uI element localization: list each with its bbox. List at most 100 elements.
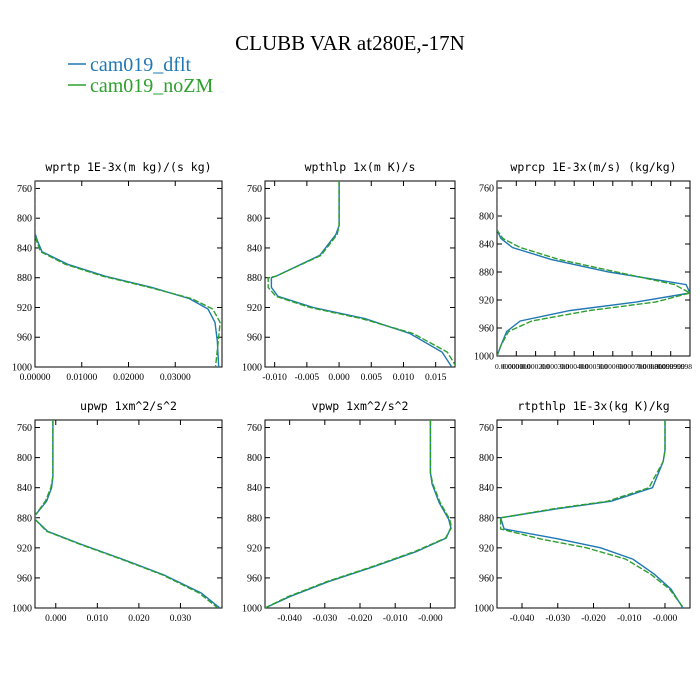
y-tick-label: 920 [17,543,32,554]
x-tick-label: -0.040 [510,614,535,624]
x-tick-label: -0.020 [348,614,373,624]
x-tick-label: 0.000300 [541,362,569,371]
y-tick-label: 960 [479,573,494,584]
y-tick-label: 880 [247,273,262,284]
y-tick-label: 840 [17,243,32,254]
y-tick-label: 840 [479,240,494,251]
y-tick-label: 920 [247,543,262,554]
series-line-cam019_dflt [265,420,452,608]
y-tick-label: 1000 [474,604,494,615]
x-tick-label: 0.000600 [599,362,627,371]
x-tick-label: -0.000 [418,614,443,624]
y-tick-label: 840 [247,243,262,254]
x-tick-label: 0.0009999998 [649,362,692,371]
legend: cam019_dflt cam019_noZM [68,54,214,97]
series-line-cam019_noZM [267,181,455,367]
y-tick-label: 1000 [12,363,32,374]
x-tick-label: 0.01000 [66,373,97,383]
y-tick-label: 760 [479,423,494,434]
y-tick-label: 880 [479,268,494,279]
x-tick-label: 0.030 [170,614,192,624]
x-tick-label: -0.010 [617,614,642,624]
y-tick-label: 760 [17,184,32,195]
plot-frame [34,180,223,368]
panel-3: wprcp 1E-3x(m/s) (kg/kg) 760 800 840 880 920 9… [474,160,692,371]
series-line-cam019_dflt [35,420,221,608]
series-line-cam019_noZM [35,181,221,367]
y-tick-label: 800 [17,214,32,225]
y-tick-label: 760 [247,184,262,195]
panel-4: upwp 1xm^2/s^2 760 800 840 880 920 960 1000 0.00… [12,399,223,624]
plot-frame [264,419,456,609]
x-tick-label: 0.000400 [560,362,588,371]
series-line-cam019_dflt [499,420,684,608]
legend-label-nozm: cam019_noZM [90,75,214,97]
x-tick-label: 0.005 [361,373,383,383]
y-tick-label: 800 [247,453,262,464]
x-tick-label: 0.015 [425,373,447,383]
legend-label-dflt: cam019_dflt [90,54,192,76]
series-line-cam019_noZM [265,420,453,608]
panel-2: wpthlp 1x(m K)/s7608008408809209601000-0… [242,160,456,383]
series-line-cam019_dflt [270,181,453,367]
x-tick-label: -0.010 [262,373,287,383]
x-tick-label: 0.000000 [495,362,523,371]
y-tick-label: 920 [479,543,494,554]
x-tick-label: -0.030 [313,614,338,624]
x-tick-label: 0.000800 [637,362,665,371]
y-tick-label: 960 [17,333,32,344]
x-tick-label: 0.020 [128,614,150,624]
series-line-cam019_dflt [35,181,220,367]
panel-title: vpwp 1xm^2/s^2 [312,399,409,413]
y-tick-label: 920 [247,303,262,314]
y-tick-label: 880 [479,513,494,524]
y-tick-label: 1000 [12,604,32,615]
y-tick-label: 840 [247,483,262,494]
y-tick-label: 760 [479,184,494,195]
x-tick-label: 0.000700 [618,362,646,371]
x-tick-label: 0.010 [393,373,415,383]
panel-5: vpwp 1xm^2/s^2 760 800 840 880 920 960 1000 -0.0… [242,399,456,624]
x-tick-label: 0.00000 [20,373,51,383]
plot-frame [264,180,456,368]
x-tick-label: 0.03000 [160,373,191,383]
y-tick-label: 960 [247,333,262,344]
x-tick-label: -0.020 [581,614,606,624]
figure-title: CLUBB VAR at280E,-17N [235,31,465,55]
y-tick-label: 760 [17,423,32,434]
x-tick-label: -0.040 [277,614,302,624]
panel-1: wprtp 1E-3x(m kg)/(s kg) 760 800 840 880 920 9… [12,160,223,383]
y-tick-label: 800 [479,453,494,464]
series-line-cam019_noZM [499,420,685,608]
x-tick-label: 0.000200 [522,362,550,371]
series-line-cam019_noZM [35,420,219,608]
plot-frame [34,419,223,609]
y-tick-label: 800 [479,212,494,223]
x-tick-label: 0.02000 [113,373,144,383]
y-tick-label: 840 [479,483,494,494]
y-tick-label: 880 [17,513,32,524]
y-tick-label: 880 [247,513,262,524]
x-tick-label: 0.000 [328,373,350,383]
x-tick-label: -0.010 [383,614,408,624]
panel-title: wprcp 1E-3x(m/s) (kg/kg) [510,160,676,174]
x-tick-label: -0.005 [295,373,320,383]
panel-grid: wprtp 1E-3x(m kg)/(s kg) 760 800 840 880 920 9… [12,160,692,624]
y-tick-label: 1000 [242,363,262,374]
y-tick-label: 1000 [474,352,494,363]
y-tick-label: 760 [247,423,262,434]
x-tick-label: 0.010 [87,614,109,624]
x-tick-label: 0.000 [45,614,67,624]
panel-title: rtpthlp 1E-3x(kg K)/kg [517,399,669,413]
x-tick-label: 0.000500 [579,362,607,371]
y-tick-label: 960 [479,324,494,335]
y-tick-label: 800 [17,453,32,464]
y-tick-label: 840 [17,483,32,494]
y-tick-label: 1000 [242,604,262,615]
x-tick-label: 0.000100 [502,362,530,371]
x-tick-label: -0.030 [545,614,570,624]
y-tick-label: 800 [247,214,262,225]
x-tick-label: -0.000 [653,614,678,624]
